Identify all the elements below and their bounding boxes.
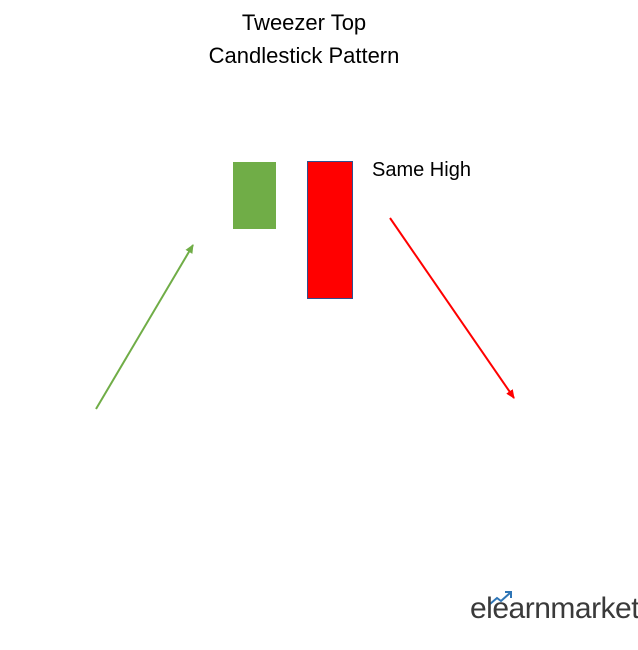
uptrend-arrow (95, 244, 194, 410)
logo-arrow-icon (489, 591, 512, 605)
bullish-candle (233, 162, 276, 229)
bearish-candle (307, 161, 353, 299)
title-line-1: Tweezer Top (241, 10, 367, 35)
downtrend-arrow (389, 217, 515, 399)
elearnmarkets-logo: elearnmarkets (470, 592, 638, 625)
same-high-label: Same High (372, 159, 471, 181)
title-line-2: Candlestick Pattern (208, 43, 400, 68)
